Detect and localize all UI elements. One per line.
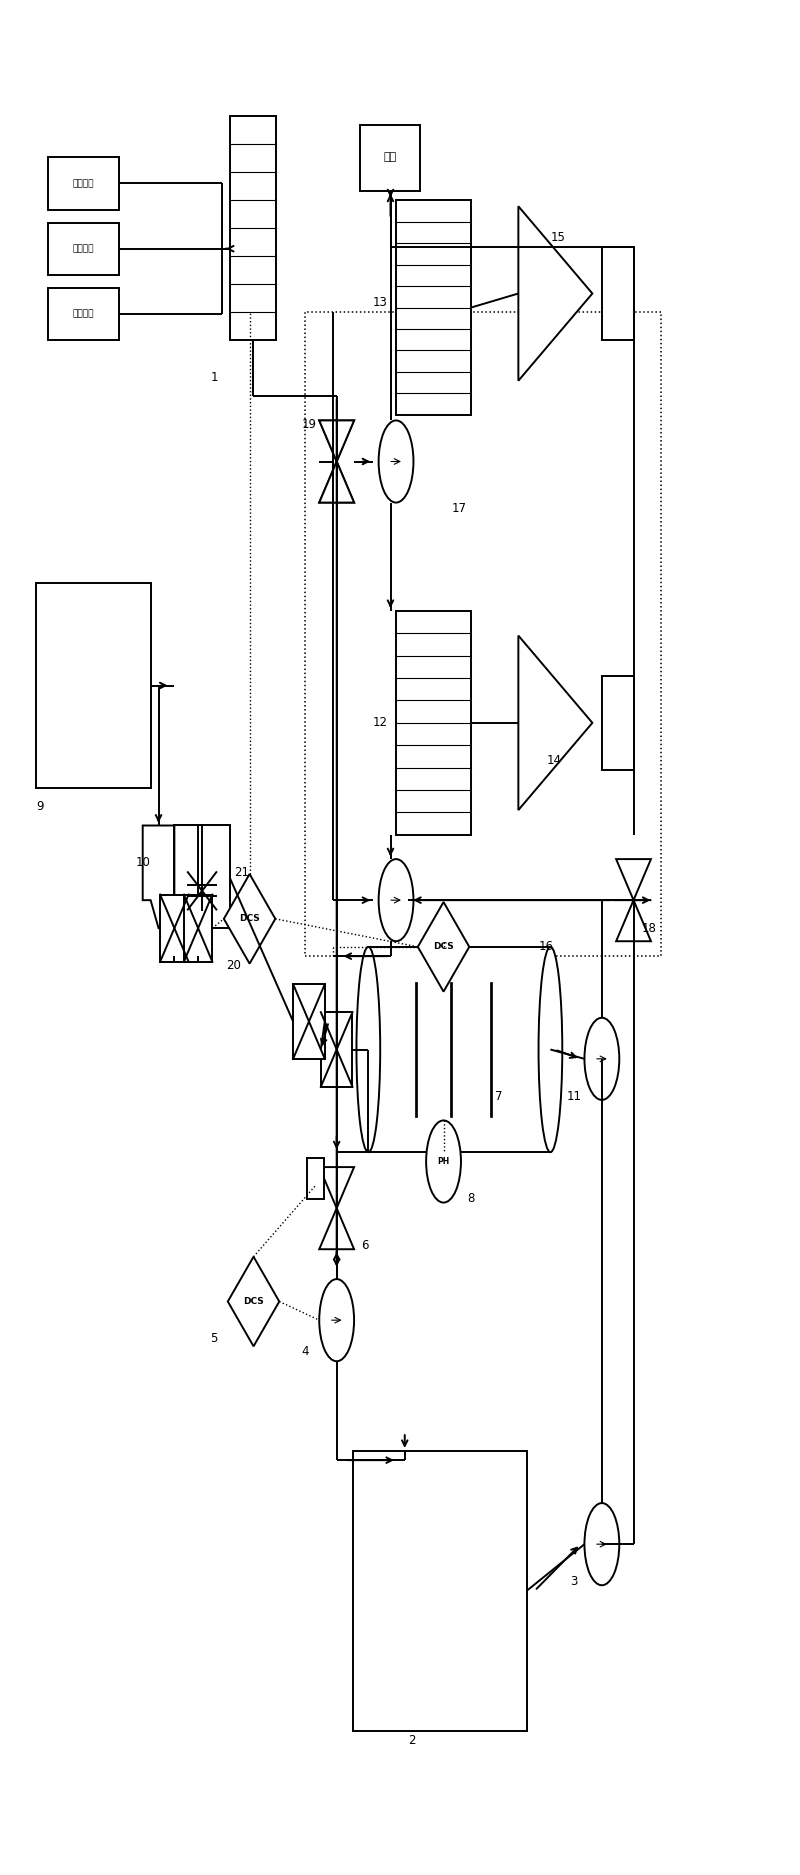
Polygon shape bbox=[224, 874, 275, 964]
Text: 5: 5 bbox=[210, 1333, 218, 1346]
Polygon shape bbox=[319, 420, 354, 461]
Circle shape bbox=[378, 420, 414, 502]
Circle shape bbox=[378, 859, 414, 941]
Polygon shape bbox=[518, 206, 592, 381]
Ellipse shape bbox=[538, 947, 562, 1151]
Bar bbox=[48, 158, 119, 210]
Polygon shape bbox=[616, 859, 651, 900]
Text: 4: 4 bbox=[302, 1346, 309, 1358]
Circle shape bbox=[426, 1121, 461, 1202]
Text: 3: 3 bbox=[570, 1575, 578, 1588]
Text: 20: 20 bbox=[226, 958, 241, 971]
Bar bbox=[160, 894, 189, 962]
Circle shape bbox=[319, 1279, 354, 1361]
Text: 排放: 排放 bbox=[383, 152, 397, 163]
Polygon shape bbox=[319, 461, 354, 503]
Bar bbox=[396, 201, 471, 414]
Bar bbox=[321, 1013, 353, 1088]
Text: 2: 2 bbox=[408, 1734, 416, 1748]
Text: 18: 18 bbox=[642, 922, 657, 934]
Bar bbox=[305, 311, 662, 956]
Bar bbox=[602, 677, 634, 769]
Text: 19: 19 bbox=[302, 418, 317, 431]
Text: PH: PH bbox=[438, 1157, 450, 1166]
Circle shape bbox=[585, 1018, 619, 1101]
Text: 11: 11 bbox=[566, 1089, 582, 1102]
Polygon shape bbox=[319, 461, 354, 503]
Text: 10: 10 bbox=[135, 857, 150, 870]
Bar bbox=[230, 116, 276, 339]
Text: 中和废液: 中和废液 bbox=[73, 178, 94, 188]
Bar bbox=[48, 289, 119, 339]
Bar bbox=[306, 1157, 324, 1198]
Bar bbox=[368, 947, 550, 1151]
Ellipse shape bbox=[357, 947, 380, 1151]
Text: 16: 16 bbox=[539, 941, 554, 952]
Text: 9: 9 bbox=[36, 801, 43, 814]
Bar bbox=[48, 223, 119, 276]
Text: 水洗废液: 水洗废液 bbox=[73, 244, 94, 253]
Polygon shape bbox=[142, 825, 174, 928]
Bar bbox=[36, 583, 150, 788]
Polygon shape bbox=[319, 420, 354, 461]
Bar bbox=[602, 248, 634, 339]
Bar bbox=[361, 126, 420, 191]
Polygon shape bbox=[616, 900, 651, 941]
Polygon shape bbox=[418, 902, 470, 992]
Text: DCS: DCS bbox=[243, 1298, 264, 1307]
Bar bbox=[293, 984, 325, 1059]
Text: 21: 21 bbox=[234, 866, 249, 879]
Bar bbox=[174, 825, 230, 928]
Text: 7: 7 bbox=[495, 1089, 502, 1102]
Circle shape bbox=[585, 1504, 619, 1584]
Text: 15: 15 bbox=[551, 231, 566, 244]
Text: 13: 13 bbox=[373, 296, 388, 309]
Polygon shape bbox=[319, 1208, 354, 1249]
Polygon shape bbox=[518, 636, 592, 810]
Text: 12: 12 bbox=[373, 716, 388, 729]
Text: DCS: DCS bbox=[239, 915, 260, 922]
Text: 酸性废液: 酸性废液 bbox=[73, 309, 94, 319]
Text: 6: 6 bbox=[361, 1239, 368, 1252]
Text: 1: 1 bbox=[210, 371, 218, 384]
Bar bbox=[353, 1451, 526, 1731]
Text: DCS: DCS bbox=[433, 943, 454, 951]
Polygon shape bbox=[228, 1256, 279, 1346]
Text: 14: 14 bbox=[547, 754, 562, 767]
Text: 17: 17 bbox=[452, 503, 467, 514]
Bar bbox=[184, 894, 212, 962]
Bar bbox=[396, 611, 471, 834]
Polygon shape bbox=[319, 1166, 354, 1208]
Text: 8: 8 bbox=[467, 1192, 475, 1206]
